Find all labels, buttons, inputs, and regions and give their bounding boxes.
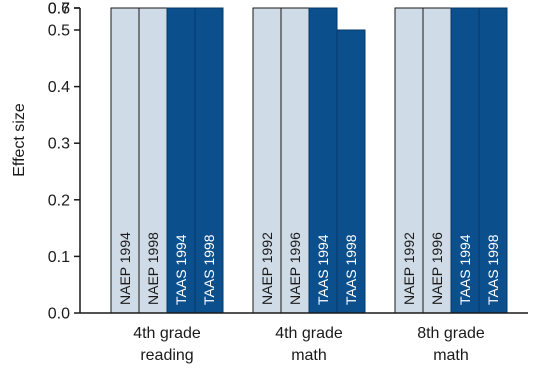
bar-label: NAEP 1992	[259, 232, 275, 305]
category-label: 8th grade math	[417, 325, 485, 364]
bar	[394, 7, 424, 314]
y-tick-label: 0.4	[48, 79, 70, 96]
bar	[478, 7, 508, 314]
bar-label: TAAS 1994	[457, 234, 473, 305]
y-axis-title: Effect size	[11, 103, 28, 177]
y-tick-label: 0.6	[48, 1, 70, 18]
x-axis: 4th grade reading 4th grade math 8th grade ma…	[80, 312, 528, 364]
bar-label: TAAS 1998	[343, 234, 359, 305]
y-tick-label: 0.2	[48, 192, 70, 209]
category-label: 4th grade math	[275, 325, 343, 364]
bar-label: NAEP 1994	[117, 232, 133, 305]
y-tick-label: 0.5	[48, 23, 70, 40]
bar-label: NAEP 1996	[287, 232, 303, 305]
bar-label: TAAS 1994	[315, 234, 331, 305]
bars: NAEP 1994 NAEP 1998 TAAS 1994 TAAS 1998 NAEP…	[110, 7, 508, 314]
bar-label: NAEP 1998	[145, 232, 161, 305]
y-tick-label: 0.7	[48, 1, 70, 18]
bar-label: TAAS 1998	[485, 234, 501, 305]
bar	[110, 7, 140, 314]
y-tick-label: 0.1	[48, 249, 70, 266]
category-label: 4th grade reading	[133, 325, 201, 364]
bar-label: TAAS 1994	[173, 234, 189, 305]
bar	[422, 7, 452, 314]
bar	[138, 7, 168, 314]
bar-label: NAEP 1996	[429, 232, 445, 305]
y-axis: 0.0 0.1 0.2 0.3 0.4 0.5 0.60.7	[48, 1, 81, 323]
y-tick-label: 0.3	[48, 136, 70, 153]
bar	[252, 7, 282, 314]
bar-label: NAEP 1992	[401, 232, 417, 305]
y-tick-label: 0.0	[48, 306, 70, 323]
bar-label: TAAS 1998	[201, 234, 217, 305]
bar	[194, 7, 224, 314]
